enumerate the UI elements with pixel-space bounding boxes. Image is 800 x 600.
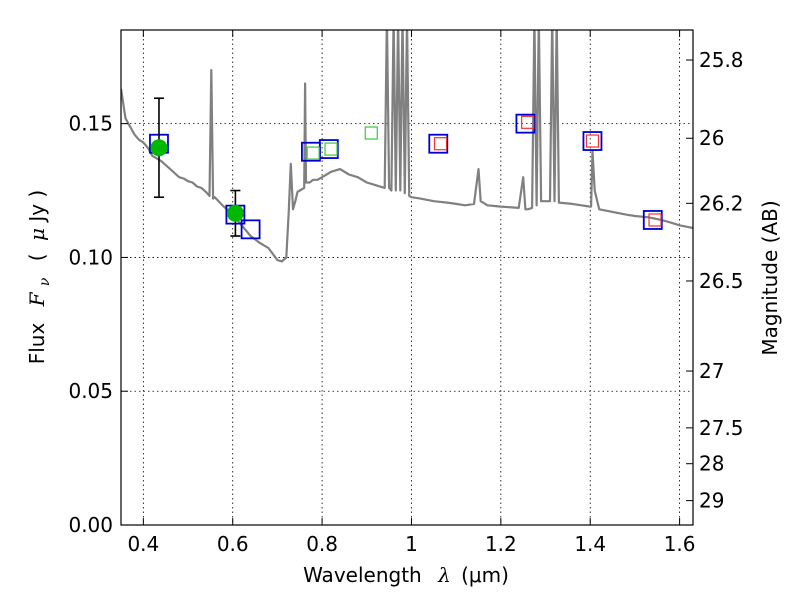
y-tick-label: 0.00 xyxy=(68,513,113,537)
y2-tick-label: 28 xyxy=(699,452,724,476)
y-axis-label-text: Flux xyxy=(25,323,49,365)
x-axis-label: Wavelength λ (μm) xyxy=(303,563,509,587)
y-axis-nu: ν xyxy=(37,277,53,286)
green-square xyxy=(364,126,378,140)
y-tick-label: 0.10 xyxy=(68,245,113,269)
y-axis-F: F xyxy=(25,291,49,307)
x-axis-unit: (μm) xyxy=(461,563,509,587)
y2-tick-label: 27 xyxy=(699,359,724,383)
y2-tick-label: 26.2 xyxy=(699,191,744,215)
y-tick-label: 0.05 xyxy=(68,379,113,403)
template-spectrum-line xyxy=(121,30,693,263)
grid-lines xyxy=(121,30,693,526)
model-band-square xyxy=(642,210,663,230)
red-square xyxy=(648,213,662,227)
y-tick-labels: 0.00 0.05 0.10 0.15 xyxy=(68,112,113,537)
red-square xyxy=(585,134,600,148)
plot-frame xyxy=(120,29,694,526)
x-tick-label: 1 xyxy=(405,532,418,556)
red-square xyxy=(433,137,448,151)
y2-tick-labels: 25.8 26 26.2 26.5 27 27.5 28 29 xyxy=(699,48,744,513)
y2-tick-label: 27.5 xyxy=(699,416,744,440)
y-axis-unit: Jy ) xyxy=(25,190,49,224)
y-axis-open: ( xyxy=(25,253,49,261)
x-tick-label: 0.6 xyxy=(217,532,249,556)
model-band-square xyxy=(428,133,449,154)
x-tick-label: 1.6 xyxy=(664,532,696,556)
y2-tick-label: 26 xyxy=(699,126,724,150)
model-band-square xyxy=(318,139,339,159)
y2-tick-label: 29 xyxy=(699,489,724,513)
y2-axis-label: Magnitude (AB) xyxy=(758,200,782,355)
y-tick-label: 0.15 xyxy=(68,112,113,136)
x-tick-labels: 0.4 0.6 0.8 1 1.2 1.4 1.6 xyxy=(127,532,695,556)
model-band-square xyxy=(582,131,603,151)
x-axis-lambda: λ xyxy=(437,563,451,587)
x-tick-label: 1.2 xyxy=(485,532,517,556)
x-tick-label: 0.4 xyxy=(127,532,159,556)
green-square xyxy=(306,146,320,160)
observed-point xyxy=(226,204,244,222)
red-square xyxy=(521,115,535,129)
axis-ticks xyxy=(121,30,693,526)
template-spectrum xyxy=(121,30,693,263)
data-points xyxy=(149,97,663,240)
observed-point xyxy=(150,139,168,157)
y-axis-label: Flux F ν ( μ Jy ) xyxy=(25,190,54,365)
y2-tick-label: 25.8 xyxy=(699,48,744,72)
model-band-square xyxy=(515,113,536,134)
green-square xyxy=(324,142,338,156)
model-band-square xyxy=(240,219,261,240)
y-axis-mu: μ xyxy=(25,228,49,241)
x-axis-label-text: Wavelength xyxy=(303,563,422,587)
x-tick-label: 1.4 xyxy=(574,532,606,556)
y2-tick-label: 26.5 xyxy=(699,269,744,293)
x-tick-label: 0.8 xyxy=(306,532,338,556)
